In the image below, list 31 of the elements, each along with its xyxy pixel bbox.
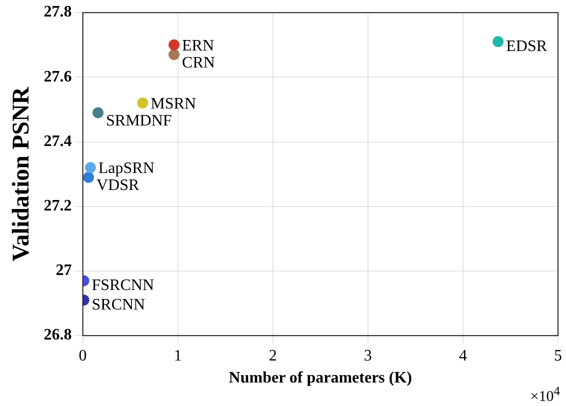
point	[168, 49, 180, 60]
y-tick-label: 27	[56, 262, 72, 280]
series-label: ERN	[182, 37, 214, 54]
series-label: MSRN	[150, 96, 196, 113]
series-label: EDSR	[506, 38, 548, 55]
series-label: CRN	[182, 54, 216, 72]
series-label: FSRCNN	[92, 276, 154, 294]
y-tick-label: 26.8	[44, 326, 72, 344]
point	[492, 36, 504, 48]
y-tick-label: 27.6	[44, 68, 72, 86]
y-tick-label: 27.8	[44, 4, 72, 21]
x-tick-label: 1	[174, 347, 182, 364]
x-tick-label: 2	[268, 347, 277, 364]
series-label: VDSR	[96, 177, 140, 194]
point	[83, 172, 94, 183]
y-tick-label: 27.2	[44, 198, 72, 215]
x-axis-title: Number of parameters (K)	[228, 370, 412, 387]
text: ×10$^{4}$	[530, 384, 560, 405]
series-label: SRCNN	[92, 296, 146, 314]
x-tick-label: 0	[78, 347, 87, 364]
point	[92, 107, 104, 118]
y-tick-label: 27.4	[44, 132, 72, 150]
x-tick-label: 5	[554, 347, 562, 364]
x-tick-label: 4	[458, 347, 467, 364]
x-tick-label: 3	[364, 347, 372, 364]
series-label: LapSRN	[98, 160, 155, 178]
point	[84, 162, 96, 174]
point	[168, 39, 180, 50]
y-axis-title: Validation PSNR	[8, 86, 35, 262]
series-label: SRMDNF	[106, 112, 172, 130]
point	[137, 98, 148, 109]
